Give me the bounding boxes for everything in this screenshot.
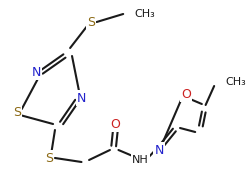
Text: O: O [111,118,121,130]
Text: N: N [155,143,164,156]
Text: S: S [87,15,95,28]
Text: N: N [31,66,41,78]
Text: N: N [77,91,86,105]
Text: CH₃: CH₃ [135,9,155,19]
Text: CH₃: CH₃ [225,77,246,87]
Text: S: S [13,105,21,118]
Text: O: O [181,87,191,100]
Text: NH: NH [132,155,149,165]
Text: S: S [45,152,53,165]
